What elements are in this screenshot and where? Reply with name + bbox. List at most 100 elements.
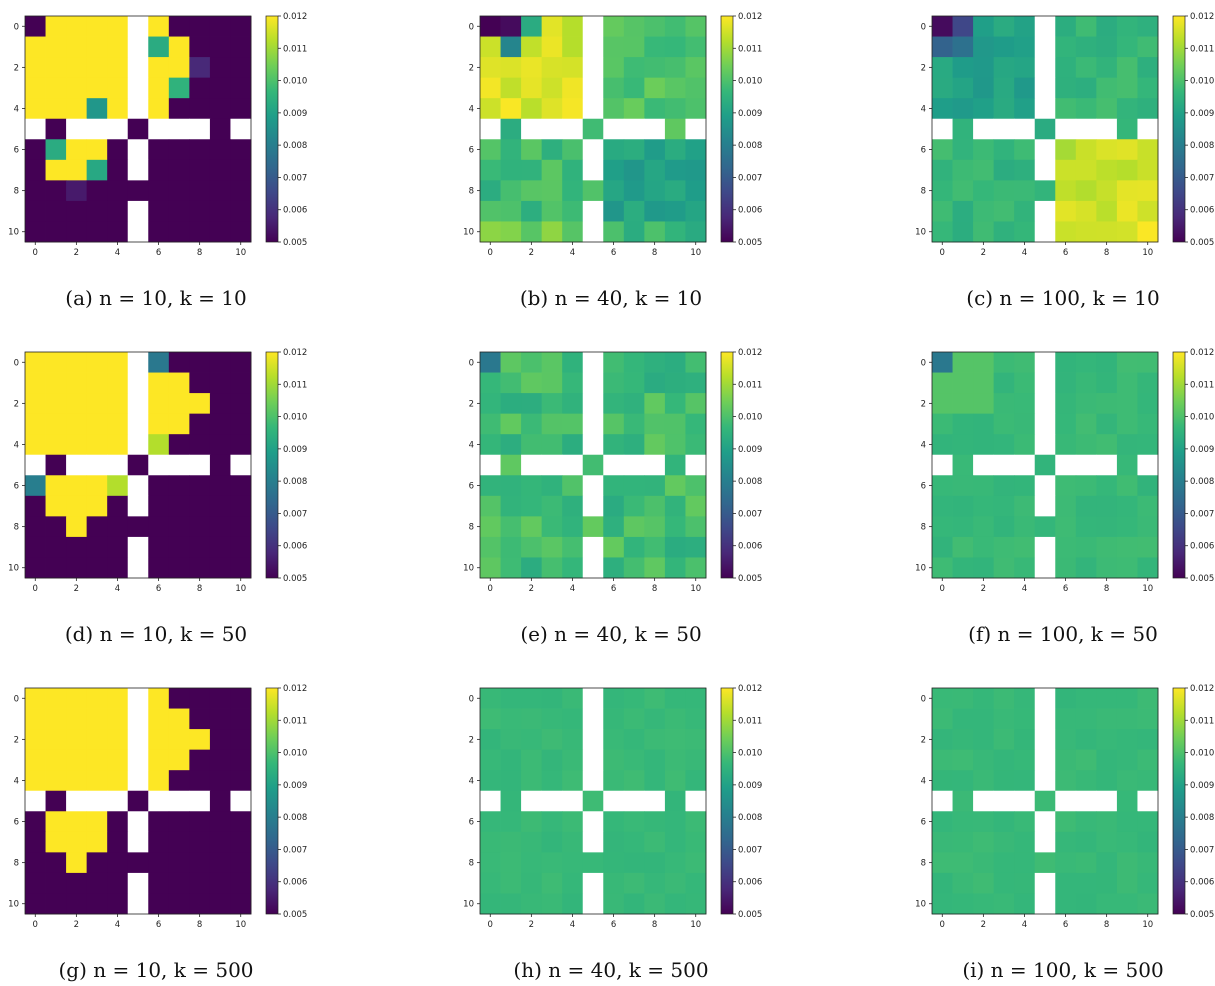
heatmap-cell [541, 475, 563, 497]
heatmap-cell [45, 159, 67, 181]
wall-cell [127, 729, 149, 751]
heatmap-cell [1116, 557, 1138, 579]
wall-cell [1034, 413, 1056, 435]
heatmap-cell [952, 749, 974, 771]
heatmap-cell [521, 159, 543, 181]
heatmap-cell [562, 729, 584, 751]
heatmap-cell [1055, 536, 1077, 558]
heatmap-cell [1014, 221, 1036, 243]
colorbar [720, 15, 734, 243]
heatmap-cell [230, 729, 252, 751]
heatmap-cell [623, 221, 645, 243]
heatmap-cell [1116, 57, 1138, 79]
heatmap-cell [500, 852, 522, 874]
heatmap-cell [644, 139, 666, 161]
heatmap-cell [623, 708, 645, 730]
heatmap-cell [993, 749, 1015, 771]
heatmap-cell [45, 729, 67, 751]
heatmap-cell [1116, 495, 1138, 517]
colorbar-tick-label: 0.008 [738, 477, 762, 487]
heatmap-cell [209, 893, 231, 915]
heatmap-cell [230, 159, 252, 181]
wall-cell [1014, 790, 1036, 812]
heatmap-cell [993, 434, 1015, 456]
heatmap-cell [1055, 495, 1077, 517]
heatmap-cell [932, 200, 953, 222]
heatmap-cell [1014, 729, 1036, 751]
heatmap-cell [209, 16, 231, 37]
wall-cell [993, 118, 1015, 140]
heatmap-cell [189, 139, 211, 161]
heatmap-cell [1014, 98, 1036, 120]
heatmap-cell [932, 16, 953, 37]
heatmap-cell [66, 372, 88, 394]
heatmap-cell [562, 372, 584, 394]
heatmap-cell [1075, 159, 1097, 181]
heatmap-cell [107, 139, 129, 161]
wall-cell [1055, 790, 1077, 812]
y-tick-label: 6 [14, 818, 19, 828]
heatmap-cell [603, 557, 625, 579]
heatmap-cell [973, 36, 995, 58]
colorbar-tick-label: 0.006 [1190, 206, 1214, 216]
x-tick-label: 6 [156, 584, 161, 594]
heatmap-cell [66, 180, 88, 202]
wall-cell [148, 118, 170, 140]
wall-cell [66, 454, 88, 476]
wall-cell [66, 790, 88, 812]
heatmap-cell [480, 36, 501, 58]
axes-frame [24, 687, 252, 915]
heatmap-cell [189, 495, 211, 517]
wall-cell [644, 118, 666, 140]
heatmap-cell [45, 36, 67, 58]
x-tick-label: 4 [570, 248, 575, 258]
x-tick-label: 10 [235, 920, 246, 930]
heatmap-cell [993, 57, 1015, 79]
wall-cell [127, 495, 149, 517]
heatmap-cell [603, 688, 625, 709]
heatmap-cell [1075, 536, 1097, 558]
heatmap-cell [932, 77, 953, 99]
heatmap-cell [952, 729, 974, 751]
heatmap-cell [1137, 413, 1159, 435]
heatmap-cell [541, 557, 563, 579]
heatmap-cell [500, 57, 522, 79]
heatmap-cell [603, 413, 625, 435]
heatmap-cell [603, 180, 625, 202]
heatmap-cell [148, 36, 170, 58]
heatmap-cell [45, 790, 67, 812]
heatmap-cell [973, 770, 995, 792]
heatmap-cell [541, 729, 563, 751]
heatmap-cell [168, 200, 190, 222]
heatmap-cell [189, 872, 211, 894]
heatmap-cell [189, 729, 211, 751]
wall-cell [127, 372, 149, 394]
heatmap-panel-f: 0 0 2 2 4 4 6 6 8 8 10 10 0.012 0.011 0.010 0.009 0.008 0… [915, 348, 1214, 646]
heatmap-cell [1075, 393, 1097, 415]
heatmap-cell [66, 139, 88, 161]
y-tick-label: 10 [915, 228, 926, 238]
heatmap-cell [107, 536, 129, 558]
heatmap-cell [1137, 77, 1159, 99]
heatmap-cell [230, 57, 252, 79]
heatmap-cell [230, 770, 252, 792]
heatmap-cell [541, 413, 563, 435]
heatmap-cell [993, 729, 1015, 751]
heatmap-cell [127, 454, 149, 476]
heatmap-cell [168, 831, 190, 853]
colorbar-tick-label: 0.009 [738, 109, 762, 119]
y-tick-label: 8 [921, 859, 926, 869]
wall-cell [993, 454, 1015, 476]
heatmap-cell [189, 749, 211, 771]
heatmap-cell [603, 57, 625, 79]
heatmap-cell [973, 221, 995, 243]
heatmap-cell [1014, 139, 1036, 161]
colorbar-tick-label: 0.005 [1190, 574, 1214, 584]
heatmap-cell [86, 688, 108, 709]
heatmap-cell [521, 139, 543, 161]
heatmap-cell [148, 393, 170, 415]
heatmap-cell [1055, 516, 1077, 538]
heatmap-cell [685, 200, 707, 222]
wall-cell [230, 118, 252, 140]
